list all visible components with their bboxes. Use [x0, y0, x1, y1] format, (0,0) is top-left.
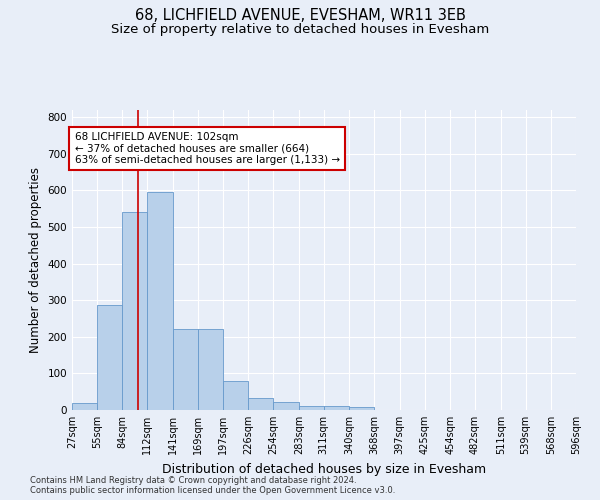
- Bar: [198, 329, 223, 410]
- Bar: [122, 212, 147, 410]
- Text: 68 LICHFIELD AVENUE: 102sqm
← 37% of detached houses are smaller (664)
63% of se: 68 LICHFIELD AVENUE: 102sqm ← 37% of det…: [74, 132, 340, 165]
- Bar: [248, 398, 273, 410]
- Bar: [323, 406, 349, 410]
- Bar: [349, 408, 374, 410]
- Text: Contains HM Land Registry data © Crown copyright and database right 2024.
Contai: Contains HM Land Registry data © Crown c…: [30, 476, 395, 495]
- Bar: [97, 305, 122, 410]
- Bar: [72, 402, 97, 410]
- Text: 68, LICHFIELD AVENUE, EVESHAM, WR11 3EB: 68, LICHFIELD AVENUE, EVESHAM, WR11 3EB: [134, 8, 466, 22]
- Bar: [299, 406, 323, 410]
- Bar: [223, 380, 248, 410]
- Bar: [147, 192, 173, 410]
- Text: Size of property relative to detached houses in Evesham: Size of property relative to detached ho…: [111, 22, 489, 36]
- Bar: [273, 402, 299, 410]
- X-axis label: Distribution of detached houses by size in Evesham: Distribution of detached houses by size …: [162, 462, 486, 475]
- Y-axis label: Number of detached properties: Number of detached properties: [29, 167, 42, 353]
- Bar: [173, 329, 198, 410]
